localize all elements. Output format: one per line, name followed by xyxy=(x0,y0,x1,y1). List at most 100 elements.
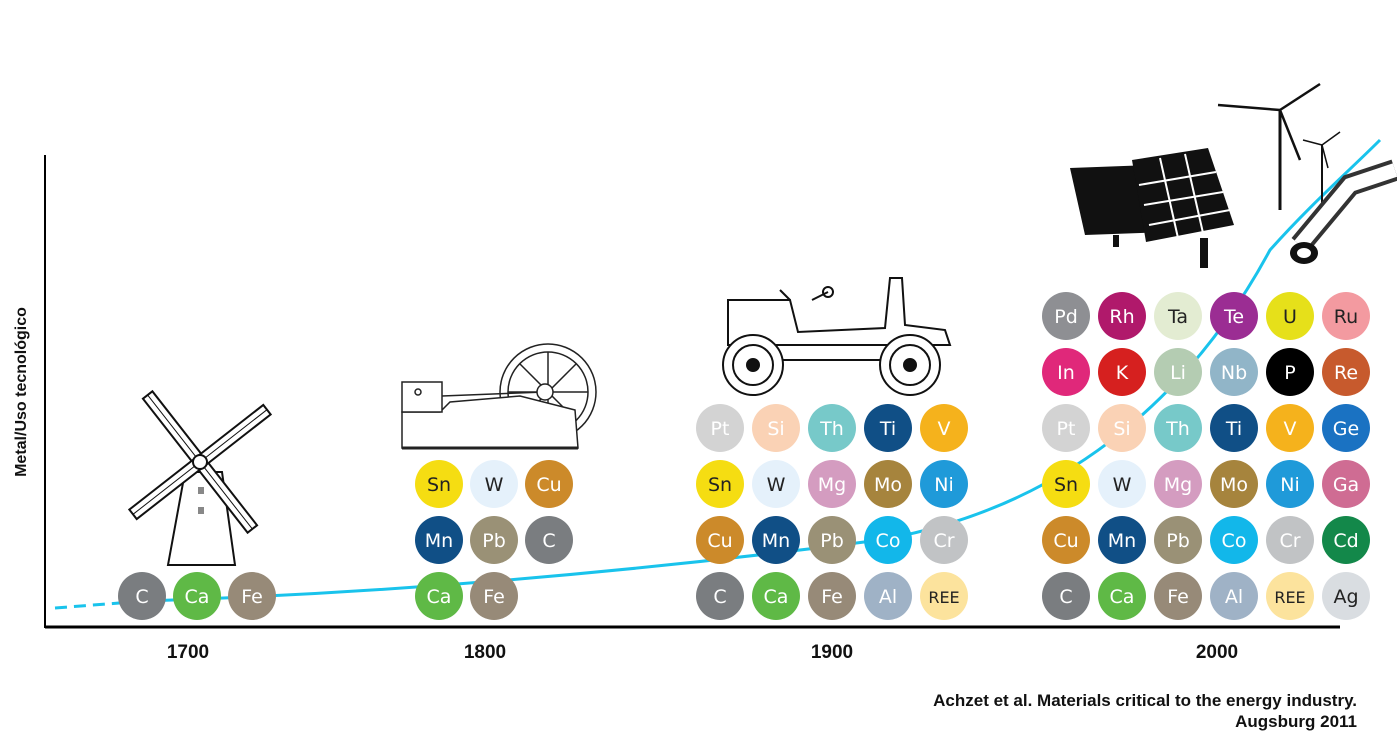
element-symbol-mg: Mg xyxy=(1164,474,1192,496)
element-symbol-fe: Fe xyxy=(483,586,505,608)
element-symbol-ti: Ti xyxy=(879,418,896,440)
windmill-icon xyxy=(127,389,273,566)
element-symbol-k: K xyxy=(1116,362,1129,384)
element-badge-ag xyxy=(1322,572,1370,620)
steam-engine-icon xyxy=(401,343,597,450)
element-symbol-fe: Fe xyxy=(1167,586,1189,608)
element-badge-co xyxy=(1210,516,1258,564)
element-symbol-te: Te xyxy=(1223,306,1244,328)
element-badge-c xyxy=(1042,572,1090,620)
year-label-1900: 1900 xyxy=(811,642,853,663)
element-symbol-cu: Cu xyxy=(1053,530,1078,552)
element-badge-rh xyxy=(1098,292,1146,340)
element-badge-p xyxy=(1266,348,1314,396)
element-symbol-co: Co xyxy=(1222,530,1247,552)
element-symbol-si: Si xyxy=(767,418,784,440)
year-label-2000: 2000 xyxy=(1196,642,1238,663)
element-badge-ge xyxy=(1322,404,1370,452)
element-badge-mg xyxy=(1154,460,1202,508)
element-symbol-cu: Cu xyxy=(707,530,732,552)
element-symbol-ga: Ga xyxy=(1333,474,1359,496)
element-symbol-c: C xyxy=(1059,586,1072,608)
element-badge-ca xyxy=(415,572,463,620)
element-symbol-ca: Ca xyxy=(427,586,452,608)
element-badge-re xyxy=(1322,348,1370,396)
element-symbol-pb: Pb xyxy=(820,530,844,552)
element-badge-cr xyxy=(1266,516,1314,564)
element-badge-ta xyxy=(1154,292,1202,340)
element-symbol-w: W xyxy=(1113,474,1132,496)
element-badge-fe xyxy=(470,572,518,620)
element-badge-mo xyxy=(864,460,912,508)
element-symbol-u: U xyxy=(1283,306,1297,328)
element-symbol-mn: Mn xyxy=(1108,530,1136,552)
element-symbol-ge: Ge xyxy=(1333,418,1359,440)
element-badge-pb xyxy=(808,516,856,564)
element-badge-c xyxy=(525,516,573,564)
element-symbol-c: C xyxy=(713,586,726,608)
element-badge-al xyxy=(1210,572,1258,620)
element-badge-cu xyxy=(1042,516,1090,564)
element-badge-cu xyxy=(696,516,744,564)
element-badge-sn xyxy=(415,460,463,508)
element-symbol-mn: Mn xyxy=(762,530,790,552)
citation-line-2: Augsburg 2011 xyxy=(1235,712,1357,731)
element-symbol-li: Li xyxy=(1170,362,1186,384)
element-symbol-mn: Mn xyxy=(425,530,453,552)
element-symbol-ti: Ti xyxy=(1225,418,1242,440)
element-symbol-al: Al xyxy=(879,586,897,608)
element-badge-th xyxy=(808,404,856,452)
element-symbol-pt: Pt xyxy=(711,418,730,440)
element-symbol-co: Co xyxy=(876,530,901,552)
element-group-1700: C Ca Fe xyxy=(118,572,276,620)
element-badge-fe xyxy=(228,572,276,620)
element-badge-ni xyxy=(920,460,968,508)
element-symbol-nb: Nb xyxy=(1221,362,1247,384)
element-symbol-ru: Ru xyxy=(1334,306,1358,328)
solar-wind-icon xyxy=(1070,82,1397,268)
element-badge-nb xyxy=(1210,348,1258,396)
element-symbol-c: C xyxy=(542,530,555,552)
element-badge-ti xyxy=(864,404,912,452)
element-badge-u xyxy=(1266,292,1314,340)
element-badge-w xyxy=(1098,460,1146,508)
element-badge-mo xyxy=(1210,460,1258,508)
element-symbol-cu: Cu xyxy=(536,474,561,496)
element-badge-ni xyxy=(1266,460,1314,508)
element-badge-al xyxy=(864,572,912,620)
element-symbol-fe: Fe xyxy=(821,586,843,608)
element-group-2000: Pd Rh Ta Te U Ru In K Li Nb P Re Pt Si Th Ti V Ge Sn W Mg Mo N… xyxy=(1042,292,1370,620)
element-badge-cd xyxy=(1322,516,1370,564)
element-badge-te xyxy=(1210,292,1258,340)
element-symbol-rh: Rh xyxy=(1109,306,1134,328)
element-badge-v xyxy=(1266,404,1314,452)
element-symbol-v: V xyxy=(938,418,951,440)
year-label-1700: 1700 xyxy=(167,642,209,663)
element-symbol-ta: Ta xyxy=(1167,306,1188,328)
element-symbol-ree: REE xyxy=(928,588,959,607)
year-label-1800: 1800 xyxy=(464,642,506,663)
growth-curve-dashed xyxy=(54,599,146,610)
element-badge-v xyxy=(920,404,968,452)
element-symbol-in: In xyxy=(1057,362,1075,384)
element-badge-th xyxy=(1154,404,1202,452)
element-badge-li xyxy=(1154,348,1202,396)
element-symbol-sn: Sn xyxy=(427,474,451,496)
element-badge-c xyxy=(118,572,166,620)
element-badge-si xyxy=(1098,404,1146,452)
element-badge-mg xyxy=(808,460,856,508)
element-symbol-pt: Pt xyxy=(1057,418,1076,440)
element-symbol-p: P xyxy=(1284,362,1295,384)
element-badge-ru xyxy=(1322,292,1370,340)
element-symbol-ni: Ni xyxy=(1280,474,1300,496)
element-symbol-ca: Ca xyxy=(185,586,210,608)
element-symbol-re: Re xyxy=(1334,362,1358,384)
element-symbol-mg: Mg xyxy=(818,474,846,496)
element-symbol-mo: Mo xyxy=(1220,474,1248,496)
element-symbol-th: Th xyxy=(819,418,844,440)
element-symbol-w: W xyxy=(485,474,504,496)
element-badge-pb xyxy=(1154,516,1202,564)
early-car-icon xyxy=(722,277,952,396)
y-axis-label: Metal/Uso tecnológico xyxy=(13,307,30,477)
